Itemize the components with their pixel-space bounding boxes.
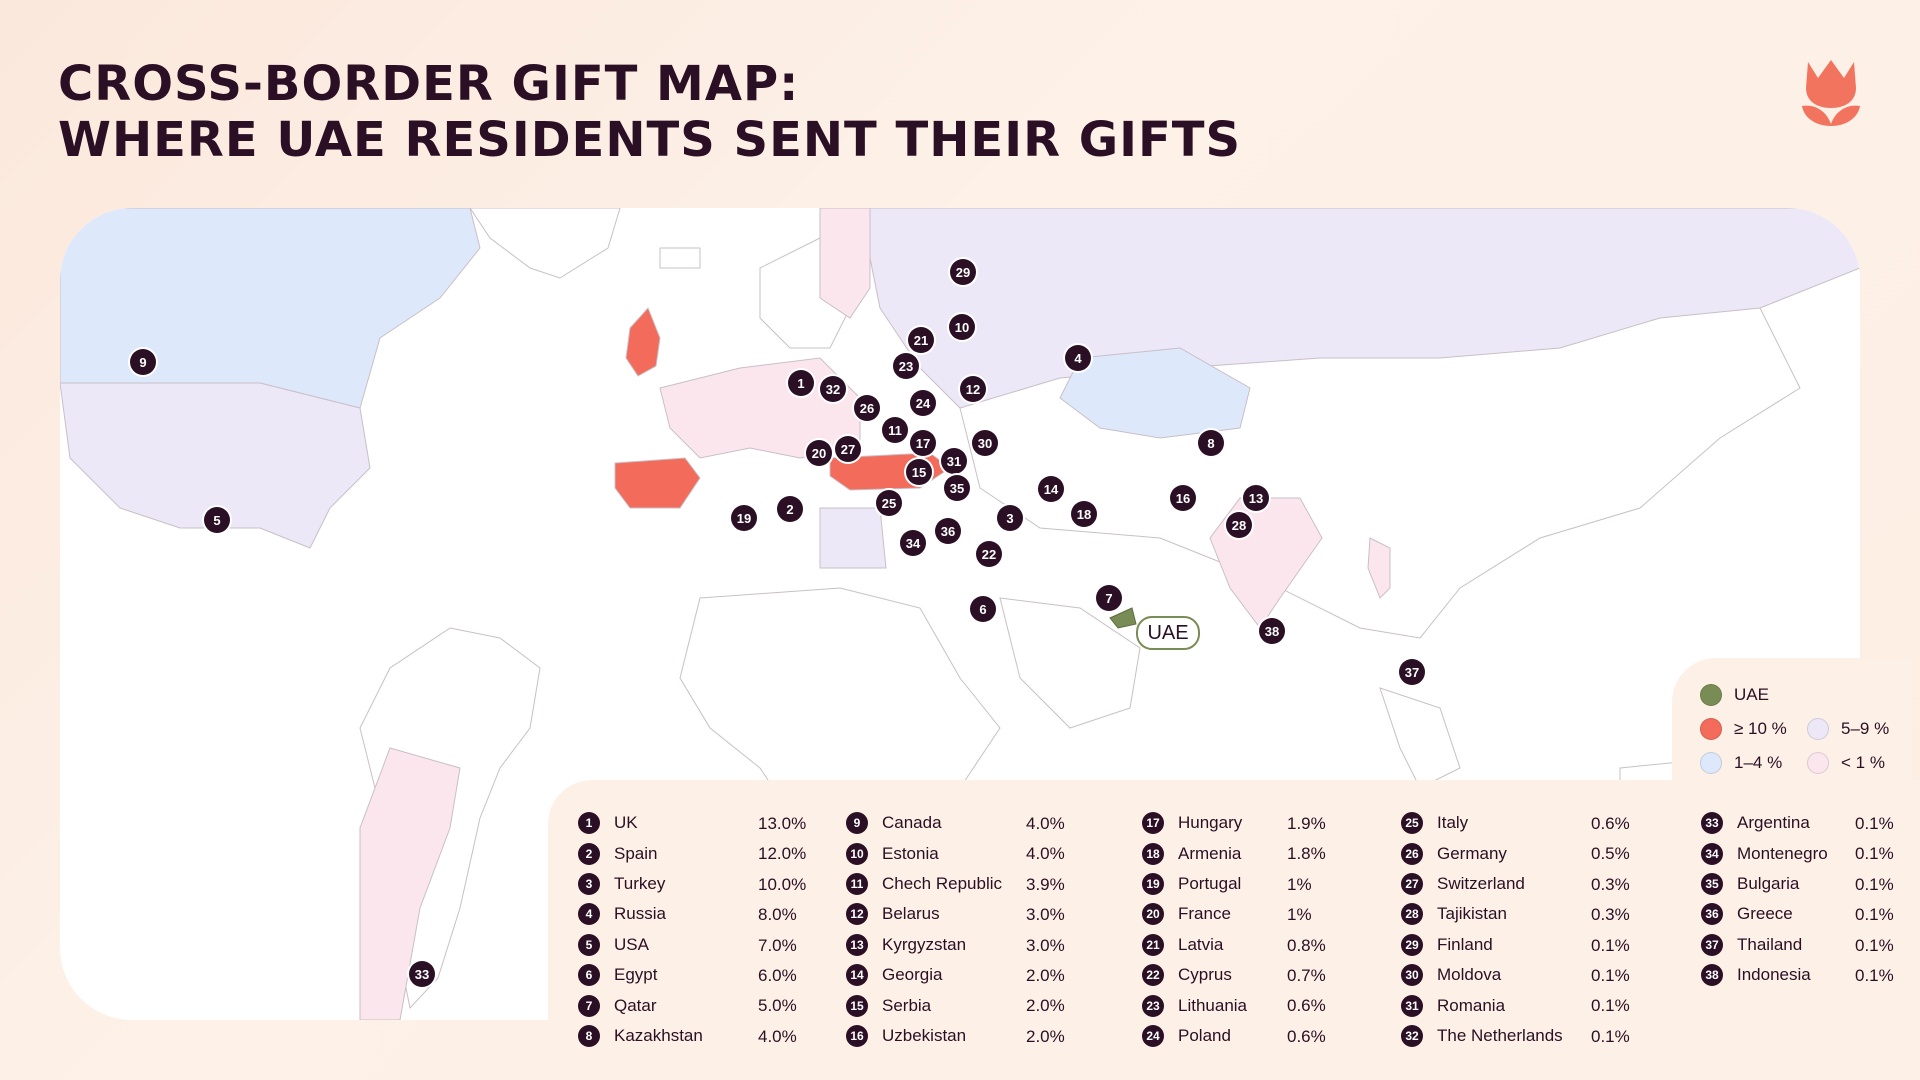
table-row: 37 Thailand 0.1% <box>1701 930 1894 960</box>
map-pin-qatar[interactable]: 7 <box>1096 585 1122 611</box>
table-row: 8 Kazakhstan 4.0% <box>578 1021 797 1051</box>
table-row: 12 Belarus 3.0% <box>846 899 1065 929</box>
legend-uae: UAE <box>1700 684 1769 706</box>
map-pin-cyprus[interactable]: 22 <box>976 541 1002 567</box>
map-pin-tajikistan[interactable]: 28 <box>1226 512 1252 538</box>
uae-map-label: UAE <box>1136 616 1200 650</box>
legend-ge10: ≥ 10 % <box>1700 718 1787 740</box>
map-pin-armenia[interactable]: 18 <box>1071 501 1097 527</box>
map-pin-moldova[interactable]: 30 <box>972 430 998 456</box>
map-pin-georgia[interactable]: 14 <box>1038 476 1064 502</box>
table-column: 33 Argentina 0.1% 34 Montenegro 0.1% 35 Bulga… <box>1701 808 1894 990</box>
map-pin-poland[interactable]: 24 <box>910 390 936 416</box>
table-column: 25 Italy 0.6% 26 Germany 0.5% 27 Switzerland 0… <box>1401 808 1630 1051</box>
map-pin-kazakhstan[interactable]: 8 <box>1198 430 1224 456</box>
table-row: 34 Montenegro 0.1% <box>1701 838 1894 868</box>
map-pin-finland[interactable]: 29 <box>950 259 976 285</box>
map-pin-russia[interactable]: 4 <box>1065 345 1091 371</box>
map-pin-portugal[interactable]: 19 <box>731 505 757 531</box>
map-pin-spain[interactable]: 2 <box>777 496 803 522</box>
map-pin-montenegro[interactable]: 34 <box>900 530 926 556</box>
p1-4-swatch-icon <box>1700 752 1722 774</box>
map-pin-egypt[interactable]: 6 <box>970 596 996 622</box>
table-row: 6 Egypt 6.0% <box>578 960 797 990</box>
table-row: 4 Russia 8.0% <box>578 899 797 929</box>
table-column: 9 Canada 4.0% 10 Estonia 4.0% 11 Chech Republ… <box>846 808 1065 1051</box>
table-column: 17 Hungary 1.9% 18 Armenia 1.8% 19 Portugal 1%… <box>1142 808 1326 1051</box>
page-title: CROSS-BORDER GIFT MAP: WHERE UAE RESIDEN… <box>58 56 1241 168</box>
table-column: 1 UK 13.0% 2 Spain 12.0% 3 Turkey 10.0% 4 Russi… <box>578 808 806 1051</box>
table-row: 15 Serbia 2.0% <box>846 990 1065 1020</box>
table-row: 11 Chech Republic 3.9% <box>846 869 1065 899</box>
map-pin-switzerland[interactable]: 27 <box>835 436 861 462</box>
map-pin-netherlands[interactable]: 32 <box>820 376 846 402</box>
table-row: 28 Tajikistan 0.3% <box>1401 899 1630 929</box>
table-row: 1 UK 13.0% <box>578 808 806 838</box>
title-line-2: WHERE UAE RESIDENTS SENT THEIR GIFTS <box>58 112 1242 168</box>
table-row: 19 Portugal 1% <box>1142 869 1312 899</box>
table-row: 21 Latvia 0.8% <box>1142 930 1326 960</box>
table-row: 36 Greece 0.1% <box>1701 899 1894 929</box>
table-row: 10 Estonia 4.0% <box>846 838 1065 868</box>
legend: UAE ≥ 10 % 5–9 % 1–4 % < 1 % <box>1672 658 1912 798</box>
table-row: 5 USA 7.0% <box>578 930 797 960</box>
table-row: 9 Canada 4.0% <box>846 808 1065 838</box>
map-pin-germany[interactable]: 26 <box>854 395 880 421</box>
table-row: 18 Armenia 1.8% <box>1142 838 1326 868</box>
table-row: 25 Italy 0.6% <box>1401 808 1630 838</box>
map-pin-indonesia[interactable]: 38 <box>1259 618 1285 644</box>
map-pin-usa[interactable]: 5 <box>204 507 230 533</box>
table-row: 16 Uzbekistan 2.0% <box>846 1021 1065 1051</box>
map-pin-serbia[interactable]: 15 <box>906 459 932 485</box>
legend-5-9: 5–9 % <box>1807 718 1889 740</box>
map-pin-chech-republic[interactable]: 11 <box>882 417 908 443</box>
tulip-logo-icon <box>1802 60 1860 126</box>
lt1-swatch-icon <box>1807 752 1829 774</box>
table-row: 2 Spain 12.0% <box>578 838 806 868</box>
map-pin-bulgaria[interactable]: 35 <box>944 475 970 501</box>
map-pin-kyrgyzstan[interactable]: 13 <box>1243 485 1269 511</box>
map-pin-uzbekistan[interactable]: 16 <box>1170 485 1196 511</box>
map-pin-estonia[interactable]: 10 <box>949 314 975 340</box>
map-pin-greece[interactable]: 36 <box>935 518 961 544</box>
title-line-1: CROSS-BORDER GIFT MAP: <box>58 56 800 112</box>
table-row: 3 Turkey 10.0% <box>578 869 806 899</box>
table-row: 13 Kyrgyzstan 3.0% <box>846 930 1065 960</box>
p5-9-swatch-icon <box>1807 718 1829 740</box>
countries-table: 1 UK 13.0% 2 Spain 12.0% 3 Turkey 10.0% 4 Russi… <box>548 780 1920 1080</box>
uae-swatch-icon <box>1700 684 1722 706</box>
map-pin-lithuania[interactable]: 23 <box>893 353 919 379</box>
legend-lt1: < 1 % <box>1807 752 1885 774</box>
table-row: 27 Switzerland 0.3% <box>1401 869 1630 899</box>
map-pin-hungary[interactable]: 17 <box>910 430 936 456</box>
table-row: 14 Georgia 2.0% <box>846 960 1065 990</box>
map-svg <box>60 208 1860 1020</box>
map-pin-france[interactable]: 20 <box>806 440 832 466</box>
map-pin-italy[interactable]: 25 <box>876 490 902 516</box>
ge10-swatch-icon <box>1700 718 1722 740</box>
map-pin-argentina[interactable]: 33 <box>409 961 435 987</box>
map-pin-belarus[interactable]: 12 <box>960 376 986 402</box>
table-row: 31 Romania 0.1% <box>1401 990 1630 1020</box>
map-pin-turkey[interactable]: 3 <box>997 505 1023 531</box>
map-pin-uk[interactable]: 1 <box>788 370 814 396</box>
map-pin-canada[interactable]: 9 <box>130 349 156 375</box>
legend-1-4: 1–4 % <box>1700 752 1782 774</box>
table-row: 24 Poland 0.6% <box>1142 1021 1326 1051</box>
table-row: 38 Indonesia 0.1% <box>1701 960 1894 990</box>
table-row: 33 Argentina 0.1% <box>1701 808 1894 838</box>
table-row: 17 Hungary 1.9% <box>1142 808 1326 838</box>
table-row: 20 France 1% <box>1142 899 1312 929</box>
table-row: 35 Bulgaria 0.1% <box>1701 869 1894 899</box>
table-row: 7 Qatar 5.0% <box>578 990 797 1020</box>
table-row: 30 Moldova 0.1% <box>1401 960 1630 990</box>
table-row: 22 Cyprus 0.7% <box>1142 960 1326 990</box>
table-row: 26 Germany 0.5% <box>1401 838 1630 868</box>
table-row: 23 Lithuania 0.6% <box>1142 990 1326 1020</box>
map-pin-latvia[interactable]: 21 <box>908 327 934 353</box>
table-row: 32 The Netherlands 0.1% <box>1401 1021 1630 1051</box>
map-pin-romania[interactable]: 31 <box>941 448 967 474</box>
table-row: 29 Finland 0.1% <box>1401 930 1630 960</box>
map-pin-thailand[interactable]: 37 <box>1399 659 1425 685</box>
